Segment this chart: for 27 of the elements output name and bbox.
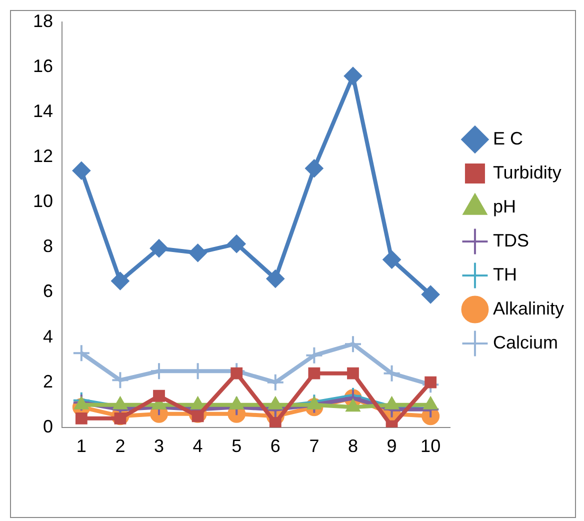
x-tick-label: 3: [154, 436, 164, 456]
y-tick-label: 2: [43, 371, 54, 392]
legend-label: TH: [492, 264, 517, 284]
legend-label: Calcium: [492, 332, 558, 352]
y-tick-label: 12: [32, 146, 54, 166]
y-tick-label: 4: [43, 326, 54, 346]
legend-label: Turbidity: [492, 162, 562, 182]
x-tick-label: 6: [270, 436, 280, 456]
legend-label: Alkalinity: [492, 298, 564, 318]
x-tick-label: 9: [386, 436, 397, 456]
y-tick-label: 16: [32, 56, 54, 76]
legend-label: E C: [492, 128, 523, 148]
y-tick-label: 18: [32, 10, 54, 31]
legend-label: pH: [492, 196, 516, 216]
x-tick-label: 4: [192, 436, 203, 456]
y-tick-label: 6: [43, 281, 54, 302]
y-tick-label: 14: [32, 101, 54, 122]
x-tick-label: 2: [115, 436, 126, 456]
x-tick-label: 7: [309, 436, 320, 456]
x-tick-label: 10: [420, 436, 441, 456]
y-tick-label: 0: [43, 416, 54, 436]
x-tick-label: 5: [232, 436, 242, 456]
legend-label: TDS: [492, 230, 529, 250]
y-tick-label: 10: [32, 191, 54, 212]
x-tick-label: 1: [76, 436, 86, 456]
x-tick-label: 8: [348, 436, 358, 456]
y-tick-label: 8: [43, 236, 54, 256]
